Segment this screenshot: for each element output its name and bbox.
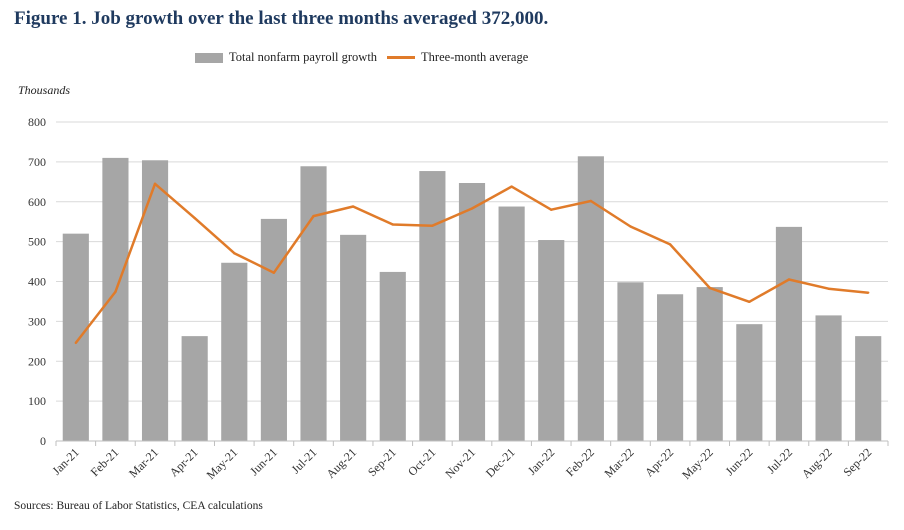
x-tick-label: Aug-22	[799, 445, 835, 481]
y-tick-label: 800	[28, 115, 46, 129]
x-tick-label: Feb-22	[563, 445, 597, 479]
bar	[775, 226, 803, 441]
source-note: Sources: Bureau of Labor Statistics, CEA…	[14, 500, 263, 512]
line-point	[629, 225, 632, 228]
x-tick-label: Jan-22	[525, 445, 558, 478]
legend-swatch-bars	[195, 52, 223, 63]
line-point	[510, 185, 513, 188]
y-tick-label: 500	[28, 235, 46, 249]
y-tick-label: 0	[40, 434, 46, 448]
x-tick-label: Oct-21	[405, 445, 438, 478]
line-point	[470, 207, 474, 210]
bar	[657, 294, 684, 441]
bar	[855, 336, 882, 441]
bar	[340, 234, 367, 441]
bar	[181, 336, 208, 441]
x-tick-label: Jan-21	[49, 445, 82, 478]
bar	[538, 240, 565, 441]
bar	[498, 206, 525, 441]
y-tick-label: 600	[28, 195, 46, 209]
bar	[696, 287, 723, 441]
bar	[141, 160, 169, 441]
y-tick-label: 100	[28, 394, 46, 408]
bar	[379, 271, 406, 441]
y-tick-label: 400	[28, 275, 46, 289]
line-point	[787, 278, 791, 281]
bar	[577, 156, 604, 442]
x-tick-label: Sep-22	[840, 445, 874, 479]
line-point	[748, 300, 751, 304]
bar	[458, 183, 486, 442]
line-point	[391, 223, 394, 226]
line-point	[431, 224, 434, 227]
x-tick-label: Sep-21	[365, 445, 399, 479]
line-point	[351, 205, 355, 208]
bar	[260, 218, 287, 441]
bar	[221, 262, 248, 441]
line-point	[193, 216, 196, 220]
x-tick-label: Apr-22	[642, 445, 676, 479]
x-tick-label: Jul-21	[289, 445, 320, 476]
x-tick-label: Apr-21	[167, 445, 201, 479]
y-tick-label: 200	[28, 354, 46, 368]
chart-legend: Total nonfarm payroll growth Three-month…	[195, 50, 528, 65]
legend-swatch-line	[387, 56, 416, 59]
y-axis-unit-label: Thousands	[18, 83, 71, 97]
x-tick-label: Feb-21	[88, 445, 122, 479]
bar	[617, 282, 644, 441]
legend-label-bars: Total nonfarm payroll growth	[229, 50, 378, 64]
x-tick-label: Dec-21	[483, 445, 518, 480]
line-point	[74, 341, 78, 345]
bar	[419, 171, 446, 441]
x-tick-label: Aug-21	[323, 445, 359, 481]
legend-label-line: Three-month average	[421, 50, 529, 64]
line-point	[312, 214, 315, 218]
line-point	[827, 287, 830, 290]
line-point	[153, 182, 157, 186]
x-tick-label: Mar-22	[601, 445, 636, 480]
x-tick-label: Mar-21	[126, 445, 161, 480]
line-point	[550, 208, 553, 211]
x-tick-label: Jul-22	[764, 445, 795, 476]
chart-title: Figure 1. Job growth over the last three…	[14, 8, 549, 29]
x-tick-label: May-22	[679, 445, 716, 482]
line-point	[866, 291, 870, 294]
line-point	[114, 290, 117, 294]
x-tick-label: May-21	[204, 445, 241, 482]
x-tick-label: Nov-21	[442, 445, 478, 481]
line-point	[233, 251, 236, 255]
bar	[736, 324, 763, 441]
bar	[300, 166, 327, 442]
bar	[102, 157, 129, 441]
line-point	[272, 271, 276, 274]
bar	[815, 315, 842, 441]
y-tick-label: 700	[28, 155, 46, 169]
bar	[62, 233, 89, 441]
x-tick-label: Jun-22	[722, 445, 755, 478]
line-point	[708, 286, 711, 290]
line-point	[589, 199, 593, 203]
y-tick-label: 300	[28, 314, 46, 328]
line-point	[668, 243, 672, 246]
x-tick-label: Jun-21	[247, 445, 280, 478]
